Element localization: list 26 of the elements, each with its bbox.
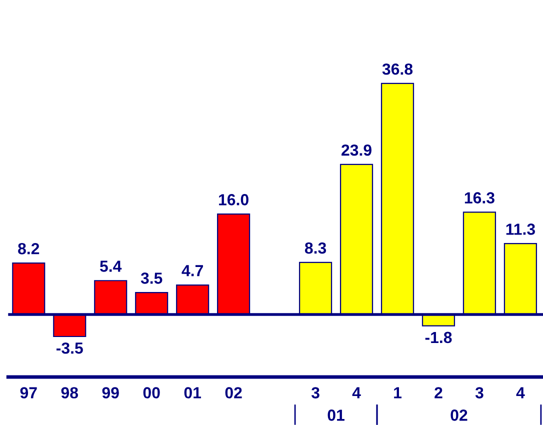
- x-tick-label: 4: [516, 387, 525, 398]
- x-tick-label: 01: [184, 387, 202, 398]
- x-tick-label: 97: [20, 387, 37, 398]
- x-tick-label: 98: [61, 387, 78, 398]
- data-label: 36.8: [382, 63, 413, 75]
- x-tick-label: 2: [434, 387, 442, 398]
- text: 02: [450, 410, 468, 421]
- data-label: 8.2: [18, 243, 40, 254]
- data-label: 8.3: [304, 242, 326, 254]
- data-label: 23.9: [342, 144, 372, 156]
- x-tick-label: 1: [394, 387, 402, 398]
- text: 01: [328, 410, 344, 421]
- x-tick-label: 3: [311, 387, 320, 398]
- data-label: 4.7: [182, 265, 203, 276]
- data-label: 5.4: [100, 260, 122, 272]
- data-label: 11.3: [506, 224, 535, 235]
- data-label: -1.8: [425, 332, 452, 344]
- x-tick-label: 00: [143, 387, 160, 398]
- data-label: 3.5: [140, 272, 162, 284]
- data-label: -3.5: [56, 342, 83, 354]
- x-tick-label: 3: [475, 387, 484, 398]
- x-tick-label: 4: [352, 387, 361, 398]
- data-label: 16.3: [464, 192, 494, 204]
- x-tick-label: 02: [225, 387, 242, 398]
- x-tick-label: 99: [102, 387, 119, 398]
- data-label: 16.0: [219, 194, 248, 206]
